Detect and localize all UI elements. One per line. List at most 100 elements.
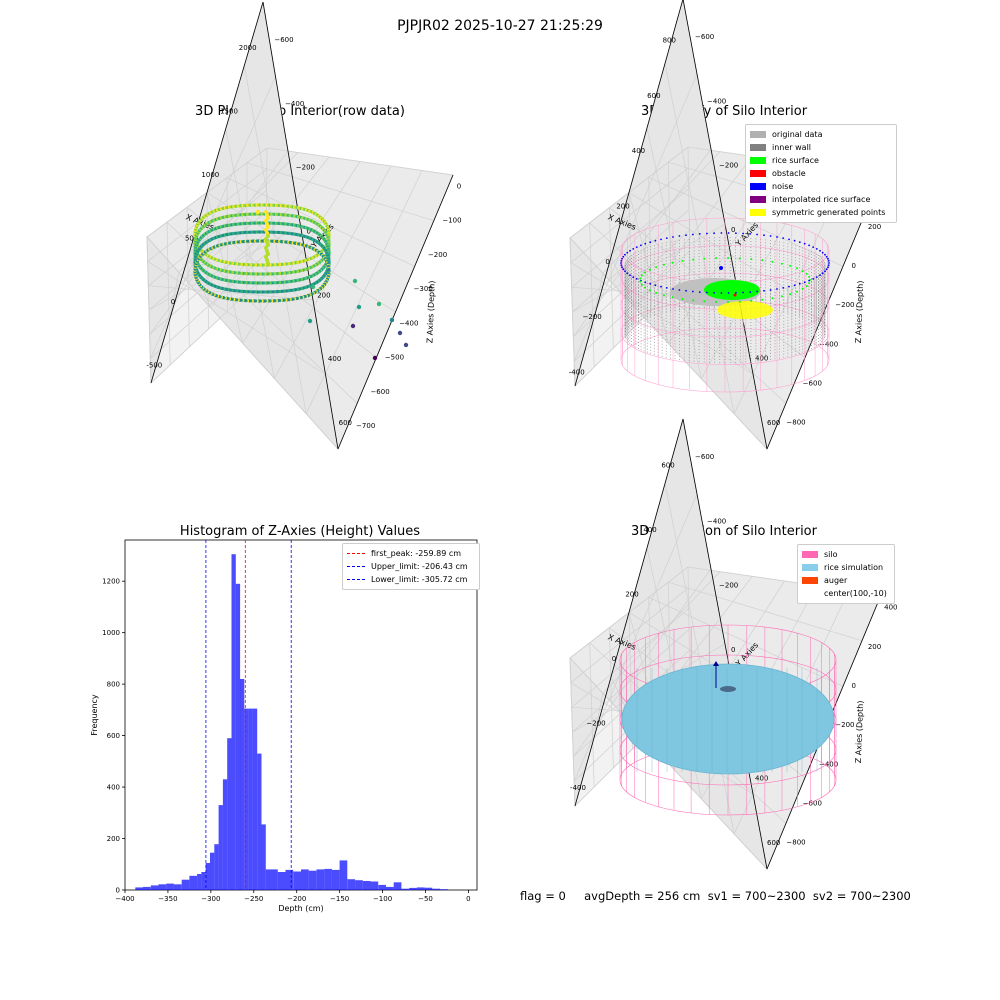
symmetric-points-region [717,301,773,319]
outlier-point [397,330,403,336]
histogram-bar [316,869,325,890]
grid-line [226,177,415,312]
z-tick-label: −800 [786,839,805,847]
y-tick-label: 600 [339,419,352,427]
y-tick-label: 0 [731,646,735,654]
rice-surface-point [738,257,741,260]
legend-swatch [802,577,818,584]
grid-line [664,63,735,414]
legend-label: rice surface [772,156,819,165]
noise-point [824,253,826,256]
noise-point [629,274,631,277]
noise-point [624,253,626,256]
rice-surface-point [727,301,729,303]
noise-point [632,276,635,278]
histogram-bar [227,738,232,890]
grid-line [667,581,863,712]
noise-point [803,242,806,245]
noise-point [640,244,642,247]
rice-surface-point [662,294,665,297]
noise-point [678,235,681,237]
z-tick-label: −100 [442,217,461,225]
status-footer: flag = 0 avgDepth = 256 cm sv1 = 700~230… [520,889,911,903]
x-tick-label: 0 [466,895,470,903]
z-axis-label: Z Axies (Depth) [854,700,865,763]
noise-point [776,236,778,238]
obstacle-point [733,293,737,297]
noise-point [620,260,623,262]
outlier-point [403,342,409,348]
rice-surface-point [761,298,764,301]
legend-item: inner wall [750,141,892,154]
y-tick-label: 200 [107,835,120,843]
outlier-point [356,304,362,310]
z-tick-label: −200 [835,301,854,309]
rice-simulation-surface [621,663,835,775]
z-tick-label: −400 [399,319,418,327]
z-tick-label: −500 [385,354,404,362]
rice-surface-point [780,262,783,265]
x-tick-label: 1000 [201,171,219,179]
histogram-bar [231,554,236,890]
y-tick-label: −600 [274,36,293,44]
noise-point [798,282,801,285]
outlier-point [307,318,313,324]
histogram-bar [386,886,394,890]
histogram-bar [277,872,286,890]
x-tick-label: 500 [185,234,198,242]
z-tick-label: −600 [803,799,822,807]
noise-point [660,285,662,288]
rice-surface-point [655,266,658,269]
noise-point [654,239,657,242]
noise-point [735,232,737,235]
noise-point [644,242,647,245]
x-tick-label: 400 [632,147,645,155]
noise-point [692,233,694,236]
data-point [327,232,331,236]
noise-point [742,232,744,235]
auger-tip [713,661,719,666]
x-tick-label: 0 [605,258,609,266]
histogram-bar [189,875,198,890]
noise-point [649,282,652,285]
y-axis-label: Frequency [90,694,99,736]
z-tick-label: −600 [370,388,389,396]
histogram-bar [158,884,167,890]
legend-swatch [750,157,766,164]
y-tick-label: 200 [317,291,330,299]
x-tick-label: 200 [625,590,638,598]
rice-surface-point [648,289,651,292]
z-tick-label: 0 [457,182,461,190]
outlier-point [310,284,316,290]
legend-item: silo [802,548,890,561]
noise-point [808,244,810,247]
x-tick-label: 600 [661,461,674,469]
noise-point [788,238,790,241]
rice-surface-point [671,296,674,299]
y-axis-line [682,418,768,870]
noise-point [812,278,815,280]
noise-point [819,274,821,277]
histogram-bar [324,868,332,890]
noise-point [749,233,752,235]
noise-point [706,291,708,294]
legend-swatch [802,564,818,571]
legend-label: rice simulation [824,563,884,572]
center-marker [720,686,736,692]
histogram-bar [143,886,151,890]
legend-item: interpolated rice surface [750,193,892,206]
legend-line [347,553,365,554]
data-point [266,243,270,247]
histogram-bar [244,708,249,890]
rice-surface-point [644,271,647,274]
z-tick-label: 0 [852,682,856,690]
rice-surface-point [703,257,706,260]
legend-label: interpolated rice surface [772,195,871,204]
z-tick-label: −200 [428,251,447,259]
noise-point [793,239,796,242]
noise-point [672,288,674,290]
rice-surface-point [761,259,764,262]
histogram-bar [362,881,371,890]
